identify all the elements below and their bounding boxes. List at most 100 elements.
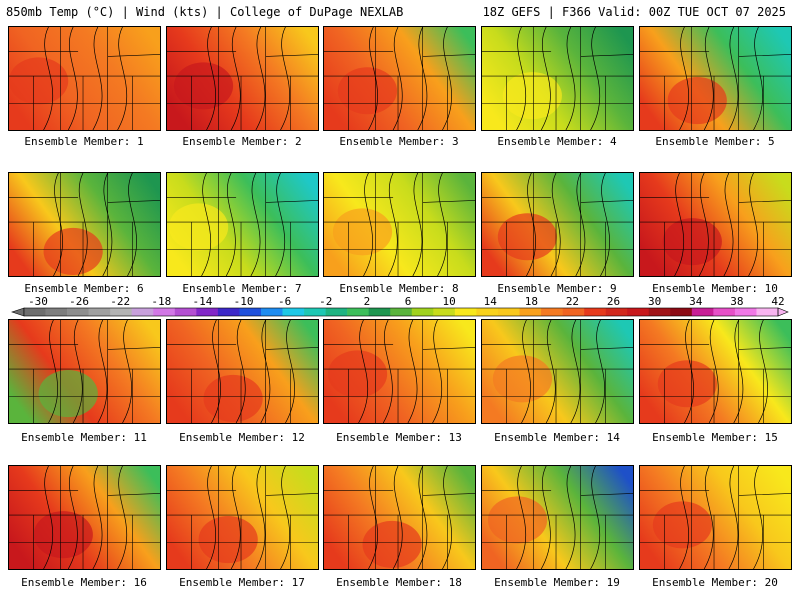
colorbar-segment xyxy=(541,308,563,316)
warm-core xyxy=(662,218,722,266)
colorbar-segment xyxy=(239,308,262,316)
member-caption: Ensemble Member: 3 xyxy=(339,135,459,148)
contour-line xyxy=(122,320,132,423)
contour-line xyxy=(97,320,108,423)
contour-line xyxy=(117,466,128,569)
contour-line xyxy=(679,466,689,569)
contour-line xyxy=(358,320,368,423)
warm-core xyxy=(9,57,69,105)
colorbar-segment xyxy=(282,308,305,316)
ensemble-panel xyxy=(8,319,161,424)
contour-line xyxy=(417,466,428,569)
contour-line xyxy=(437,173,447,276)
contour-line xyxy=(600,173,610,276)
colorbar-tick-label: 42 xyxy=(771,296,784,308)
contour-line xyxy=(412,173,423,276)
state-border xyxy=(107,54,160,57)
temperature-map xyxy=(482,173,633,276)
contour-line xyxy=(540,466,551,569)
colorbar-segment xyxy=(110,308,133,316)
colorbar-segment xyxy=(174,308,197,316)
ensemble-panel xyxy=(166,465,319,570)
colorbar-segment xyxy=(454,308,477,316)
member-caption: Ensemble Member: 15 xyxy=(652,431,778,444)
contour-line xyxy=(753,27,763,130)
contour-line xyxy=(255,27,266,130)
contour-line xyxy=(102,173,113,276)
state-border xyxy=(580,200,633,203)
contour-line xyxy=(275,173,286,276)
colorbar-tick-label: -10 xyxy=(234,296,254,308)
ensemble-panel xyxy=(639,26,792,131)
temperature-map xyxy=(482,27,633,130)
state-border xyxy=(738,347,791,350)
contour-line xyxy=(703,27,714,130)
member-caption: Ensemble Member: 17 xyxy=(179,576,305,589)
contour-line xyxy=(206,466,216,569)
warm-core xyxy=(667,77,727,125)
contour-line xyxy=(280,466,290,569)
contour-line xyxy=(758,320,768,423)
colorbar-tick-label: 2 xyxy=(364,296,371,308)
ensemble-panel xyxy=(323,465,476,570)
member-caption: Ensemble Member: 13 xyxy=(336,431,462,444)
colorbar-segment xyxy=(304,308,326,316)
temperature-map xyxy=(9,27,160,130)
contour-line xyxy=(77,173,88,276)
state-border xyxy=(422,493,475,496)
header: 850mb Temp (°C) | Wind (kts) | College o… xyxy=(0,0,800,24)
ensemble-panel xyxy=(481,319,634,424)
contour-line xyxy=(407,320,418,423)
header-valid-time: 18Z GEFS | F366 Valid: 00Z TUE OCT 07 20… xyxy=(482,5,786,19)
colorbar-segment xyxy=(584,308,606,316)
contour-line xyxy=(387,173,398,276)
temperature-map xyxy=(9,466,160,569)
warm-core xyxy=(198,516,258,564)
temperature-map xyxy=(640,173,791,276)
contour-line xyxy=(728,466,739,569)
temperature-map xyxy=(167,27,318,130)
warm-core xyxy=(38,370,98,418)
state-border xyxy=(265,493,318,496)
colorbar-segment xyxy=(88,308,111,316)
contour-line xyxy=(516,466,526,569)
warm-core xyxy=(173,62,234,110)
colorbar-segment xyxy=(325,308,348,316)
ensemble-panel xyxy=(8,172,161,277)
colorbar-tick-label: 34 xyxy=(689,296,703,308)
contour-line xyxy=(540,27,551,130)
warm-core xyxy=(657,360,717,408)
colorbar-tick-label: -6 xyxy=(278,296,291,308)
state-border xyxy=(580,347,633,350)
contour-line xyxy=(432,320,443,423)
state-border xyxy=(107,200,160,203)
contour-line xyxy=(565,466,576,569)
contour-line xyxy=(392,466,403,569)
colorbar-segment xyxy=(24,308,46,316)
warm-core xyxy=(652,501,713,549)
colorbar-tick-label: 6 xyxy=(405,296,412,308)
member-caption: Ensemble Member: 4 xyxy=(497,135,617,148)
member-caption: Ensemble Member: 10 xyxy=(652,282,778,295)
contour-line xyxy=(728,27,739,130)
contour-line xyxy=(723,173,734,276)
member-caption: Ensemble Member: 7 xyxy=(182,282,302,295)
state-border xyxy=(422,200,475,203)
temperature-field xyxy=(482,27,633,130)
member-caption: Ensemble Member: 8 xyxy=(339,282,459,295)
member-caption: Ensemble Member: 5 xyxy=(655,135,775,148)
warm-core xyxy=(33,511,93,559)
colorbar-segment xyxy=(476,308,499,316)
contour-line xyxy=(575,173,586,276)
contour-line xyxy=(753,466,763,569)
colorbar-tick-label: 26 xyxy=(607,296,620,308)
temperature-map xyxy=(167,466,318,569)
contour-line xyxy=(43,466,53,569)
temperature-map xyxy=(167,173,318,276)
colorbar-segment xyxy=(648,308,671,316)
ensemble-panel xyxy=(8,465,161,570)
colorbar-tick-label: -18 xyxy=(151,296,171,308)
contour-line xyxy=(48,320,58,423)
contour-line xyxy=(260,320,271,423)
warm-core xyxy=(332,208,393,256)
